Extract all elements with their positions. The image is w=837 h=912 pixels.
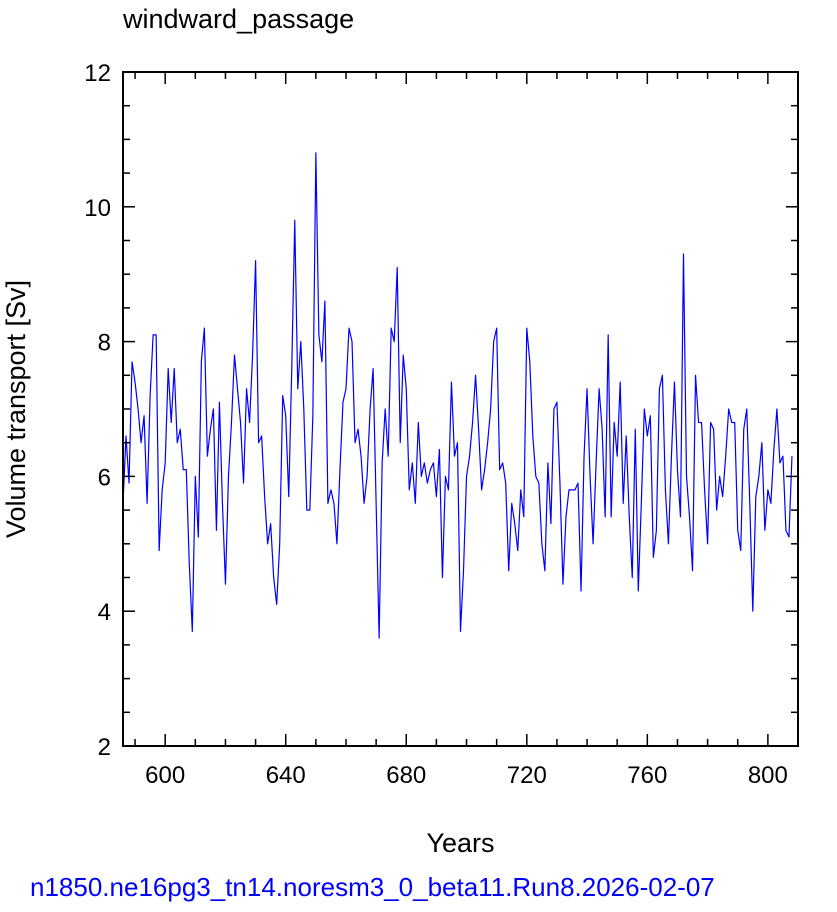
- y-tick-label: 8: [98, 330, 111, 357]
- x-tick-label: 640: [266, 762, 306, 789]
- series-line: [122, 152, 793, 639]
- y-tick-label: 10: [84, 195, 111, 222]
- y-tick-label: 6: [98, 464, 111, 491]
- x-tick-label: 720: [507, 762, 547, 789]
- y-axis-label: Volume transport [Sv]: [1, 280, 31, 538]
- x-tick-label: 800: [748, 762, 788, 789]
- axis-ticks: [123, 71, 799, 747]
- y-tick-label: 4: [98, 599, 111, 626]
- plot-area: [122, 71, 799, 747]
- tick-labels: 600 640 680 720 760 800 2 4 6 8 10 12: [84, 60, 788, 789]
- y-tick-label: 2: [98, 734, 111, 761]
- x-tick-label: 680: [386, 762, 426, 789]
- x-axis-label: Years: [426, 828, 494, 858]
- chart-title: windward_passage: [122, 4, 354, 34]
- x-tick-label: 600: [145, 762, 185, 789]
- plot-frame: [122, 71, 799, 747]
- y-tick-label: 12: [84, 60, 111, 87]
- footer-run-label: n1850.ne16pg3_tn14.noresm3_0_beta11.Run8…: [30, 872, 715, 902]
- x-tick-label: 760: [627, 762, 667, 789]
